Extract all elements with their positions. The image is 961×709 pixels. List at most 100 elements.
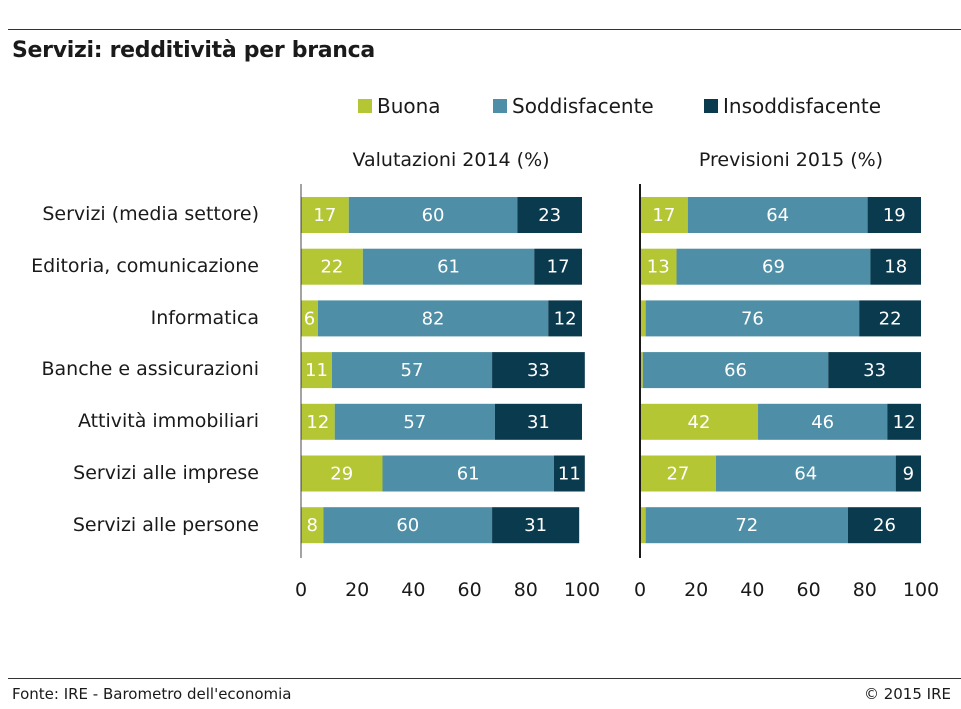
bar-segment-insoddisfacente <box>492 352 585 389</box>
bar-value-label: 82 <box>422 308 445 329</box>
bar-segment-buona <box>640 507 646 544</box>
bar-segment-insoddisfacente <box>553 455 585 492</box>
bar-segment-soddisfacente <box>362 248 535 285</box>
legend-label-buona: Buona <box>377 94 441 118</box>
bar-value-label: 17 <box>313 205 336 226</box>
bar-segment-buona <box>301 352 332 389</box>
bar-segment-soddisfacente <box>348 197 518 233</box>
bar-value-label: 27 <box>666 464 689 485</box>
bar-segment-soddisfacente <box>382 455 554 492</box>
panel-title-2014: Valutazioni 2014 (%) <box>352 149 550 171</box>
bar-value-label: 11 <box>558 464 581 485</box>
bar-segment-soddisfacente <box>758 403 888 440</box>
legend-swatch-insoddisfacente <box>704 99 718 113</box>
bar-segment-insoddisfacente <box>494 403 582 440</box>
bar-segment-buona <box>301 507 324 544</box>
bar-value-label: 12 <box>554 308 577 329</box>
bar-value-label: 69 <box>762 257 785 278</box>
category-label: Attività immobiliari <box>77 410 259 432</box>
bar-value-label: 42 <box>688 412 711 433</box>
bar-segment-buona <box>640 248 677 285</box>
x-tick-label: 100 <box>564 579 600 601</box>
bar-segment-soddisfacente <box>642 352 829 389</box>
bar-segment-insoddisfacente <box>895 455 921 492</box>
x-tick-label: 40 <box>401 579 425 601</box>
bar-segment-soddisfacente <box>645 300 860 337</box>
category-label: Servizi (media settore) <box>42 203 259 225</box>
category-label: Servizi alle persone <box>72 514 259 536</box>
x-tick-label: 20 <box>345 579 369 601</box>
bar-value-label: 61 <box>457 464 480 485</box>
bar-segment-soddisfacente <box>334 403 495 440</box>
bar-value-label: 64 <box>794 464 817 485</box>
bar-segment-insoddisfacente <box>534 248 582 285</box>
bar-segment-insoddisfacente <box>847 507 921 544</box>
bar-value-label: 60 <box>396 515 419 536</box>
bar-segment-insoddisfacente <box>492 507 580 544</box>
bar-segment-soddisfacente <box>715 455 896 492</box>
x-tick-label: 100 <box>903 579 939 601</box>
bar-value-label: 46 <box>811 412 834 433</box>
bar-value-label: 31 <box>527 412 550 433</box>
bar-value-label: 60 <box>422 205 445 226</box>
bar-value-label: 8 <box>307 515 318 536</box>
legend-label-insoddisfacente: Insoddisfacente <box>723 94 882 118</box>
x-tick-label: 60 <box>458 579 482 601</box>
bar-value-label: 72 <box>735 515 758 536</box>
legend-label-soddisfacente: Soddisfacente <box>512 94 654 118</box>
bar-value-label: 33 <box>527 360 550 381</box>
bar-segment-buona <box>301 197 349 233</box>
bar-segment-soddisfacente <box>317 300 549 337</box>
bar-segment-buona <box>301 248 363 285</box>
bar-segment-buona <box>640 352 643 389</box>
bar-value-label: 61 <box>437 257 460 278</box>
category-label: Servizi alle imprese <box>73 462 259 484</box>
bar-segment-insoddisfacente <box>870 248 921 285</box>
panel-title-2015: Previsioni 2015 (%) <box>698 149 884 171</box>
bar-segment-insoddisfacente <box>887 403 921 440</box>
x-tick-label: 80 <box>514 579 538 601</box>
bottom-rule <box>8 678 961 679</box>
bar-segment-insoddisfacente <box>867 197 921 233</box>
bar-value-label: 26 <box>873 515 896 536</box>
legend-swatch-buona <box>358 99 372 113</box>
bar-segment-insoddisfacente <box>859 300 921 337</box>
copyright-note: © 2015 IRE <box>863 685 951 703</box>
category-label: Informatica <box>150 307 259 329</box>
x-tick-label: 20 <box>684 579 708 601</box>
bar-value-label: 29 <box>330 464 353 485</box>
bar-segment-buona <box>301 300 318 337</box>
bar-value-label: 22 <box>879 308 902 329</box>
bar-segment-buona <box>640 403 759 440</box>
bar-value-label: 31 <box>524 515 547 536</box>
legend-item-soddisfacente: Soddisfacente <box>493 94 654 118</box>
bar-segment-insoddisfacente <box>517 197 582 233</box>
legend-item-insoddisfacente: Insoddisfacente <box>704 94 881 118</box>
legend: Buona Soddisfacente Insoddisfacente <box>0 94 961 122</box>
bar-value-label: 6 <box>304 308 315 329</box>
category-label: Editoria, comunicazione <box>31 255 259 277</box>
bar-value-label: 33 <box>863 360 886 381</box>
bar-value-label: 12 <box>306 412 329 433</box>
x-tick-label: 0 <box>634 579 646 601</box>
bar-segment-soddisfacente <box>676 248 871 285</box>
bar-value-label: 17 <box>652 205 675 226</box>
bar-segment-buona <box>301 403 335 440</box>
bar-value-label: 22 <box>320 257 343 278</box>
legend-swatch-soddisfacente <box>493 99 507 113</box>
x-tick-label: 40 <box>740 579 764 601</box>
bar-value-label: 23 <box>538 205 561 226</box>
legend-item-buona: Buona <box>358 94 441 118</box>
chart-title: Servizi: redditività per branca <box>12 38 375 63</box>
bar-segment-insoddisfacente <box>548 300 582 337</box>
bar-segment-buona <box>640 197 688 233</box>
bar-value-label: 76 <box>741 308 764 329</box>
bar-value-label: 66 <box>724 360 747 381</box>
bar-value-label: 12 <box>893 412 916 433</box>
bar-value-label: 13 <box>647 257 670 278</box>
bar-segment-soddisfacente <box>323 507 493 544</box>
bar-value-label: 19 <box>883 205 906 226</box>
bar-segment-buona <box>640 300 646 337</box>
bar-value-label: 18 <box>884 257 907 278</box>
